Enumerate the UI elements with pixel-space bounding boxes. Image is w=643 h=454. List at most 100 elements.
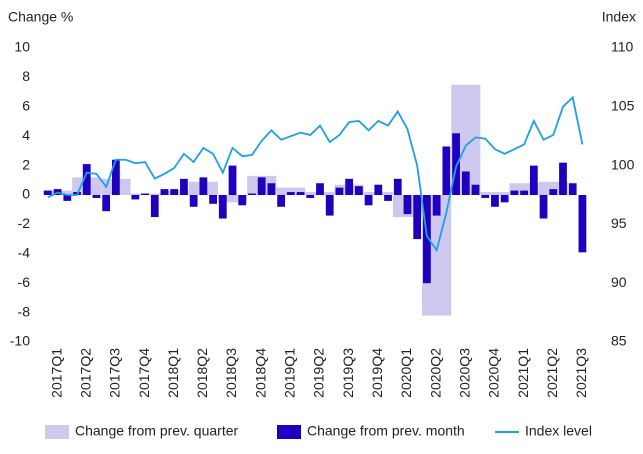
bar xyxy=(257,177,266,195)
quarter-bar xyxy=(217,195,248,203)
quarter-bar xyxy=(480,192,510,195)
bar xyxy=(180,178,188,195)
bar xyxy=(432,195,441,216)
bar xyxy=(384,195,392,201)
quarter-bar xyxy=(276,187,306,195)
bar xyxy=(442,146,451,195)
x-tick-label: 2021Q3 xyxy=(573,348,589,398)
quarter-bar xyxy=(509,183,539,195)
bar xyxy=(345,178,354,195)
x-tick-label: 2019Q3 xyxy=(340,348,356,398)
y-tick-label: -8 xyxy=(18,303,31,319)
bar xyxy=(529,165,538,195)
x-tick-label: 2021Q1 xyxy=(515,348,531,398)
bar xyxy=(335,187,344,195)
bar xyxy=(82,164,91,195)
bar xyxy=(423,195,431,284)
bar xyxy=(471,184,480,195)
bar xyxy=(248,193,256,195)
y-tick-label: 8 xyxy=(22,68,30,84)
bar xyxy=(296,192,305,195)
legend-swatch xyxy=(277,425,301,439)
x-tick-label: 2021Q2 xyxy=(544,348,560,398)
bar xyxy=(306,195,315,198)
bar xyxy=(141,193,149,195)
bar xyxy=(549,189,558,195)
y-tick-label: 0 xyxy=(22,186,30,202)
bar xyxy=(481,195,490,198)
x-tick-label: 2018Q1 xyxy=(165,348,181,398)
y-tick-label: 4 xyxy=(22,127,30,143)
y2-tick-label: 100 xyxy=(611,156,635,172)
y-tick-label: -10 xyxy=(10,333,30,349)
bar xyxy=(520,190,528,195)
legend-label: Index level xyxy=(525,423,592,439)
bar xyxy=(170,189,179,195)
y2-tick-label: 110 xyxy=(611,39,634,55)
bar xyxy=(150,195,159,218)
bar xyxy=(112,159,120,195)
bar xyxy=(92,195,101,198)
bar xyxy=(491,195,499,207)
bar xyxy=(325,195,334,216)
y-tick-label: -4 xyxy=(18,245,31,261)
legend-label: Change from prev. quarter xyxy=(75,423,238,439)
bar xyxy=(160,189,169,195)
bar xyxy=(364,195,373,206)
bar xyxy=(277,195,286,207)
bar xyxy=(452,133,460,195)
y2-tick-label: 85 xyxy=(611,333,627,349)
y2-tick-label: 90 xyxy=(611,274,627,290)
x-tick-label: 2019Q1 xyxy=(282,348,298,398)
y2-tick-label: 95 xyxy=(611,215,627,231)
legend-label: Change from prev. month xyxy=(307,423,465,439)
y-tick-label: 2 xyxy=(22,156,30,172)
y-tick-label: 6 xyxy=(22,98,30,114)
y2-axis-title: Index xyxy=(602,9,636,25)
bar xyxy=(199,177,208,195)
x-tick-label: 2020Q1 xyxy=(398,348,414,398)
bar xyxy=(286,192,295,195)
x-tick-label: 2018Q4 xyxy=(252,348,268,398)
bar xyxy=(354,186,363,195)
bar xyxy=(267,183,276,195)
y-tick-label: -2 xyxy=(18,215,31,231)
bar xyxy=(228,165,237,195)
x-tick-label: 2019Q4 xyxy=(369,348,385,398)
x-tick-label: 2017Q3 xyxy=(107,348,123,398)
bar xyxy=(238,195,247,206)
y-tick-label: -6 xyxy=(18,274,31,290)
bar xyxy=(393,178,402,195)
bar xyxy=(578,195,587,253)
x-tick-label: 2018Q3 xyxy=(223,348,239,398)
x-tick-label: 2017Q4 xyxy=(136,348,152,398)
x-tick-label: 2020Q2 xyxy=(427,348,443,398)
bar xyxy=(539,195,548,219)
bar xyxy=(63,195,72,201)
bar xyxy=(403,195,412,215)
legend-swatch xyxy=(45,425,69,439)
bar xyxy=(374,184,383,195)
bar xyxy=(131,195,140,200)
bar xyxy=(316,183,324,195)
bar xyxy=(413,195,422,240)
bar xyxy=(568,183,577,195)
index-line xyxy=(47,95,584,253)
bar xyxy=(189,195,198,207)
bar xyxy=(209,195,217,204)
bar xyxy=(559,162,567,195)
x-tick-label: 2017Q1 xyxy=(48,348,64,398)
x-tick-label: 2020Q4 xyxy=(486,348,502,398)
bar xyxy=(218,195,227,219)
y-axis-title: Change % xyxy=(8,9,73,25)
x-tick-label: 2017Q2 xyxy=(77,348,93,398)
bar xyxy=(500,195,509,203)
x-tick-label: 2019Q2 xyxy=(311,348,327,398)
y-tick-label: 10 xyxy=(14,39,30,55)
y2-tick-label: 105 xyxy=(611,98,635,114)
bar xyxy=(102,195,111,212)
bar xyxy=(510,190,519,195)
x-tick-label: 2020Q3 xyxy=(456,348,472,398)
bar xyxy=(43,190,52,195)
